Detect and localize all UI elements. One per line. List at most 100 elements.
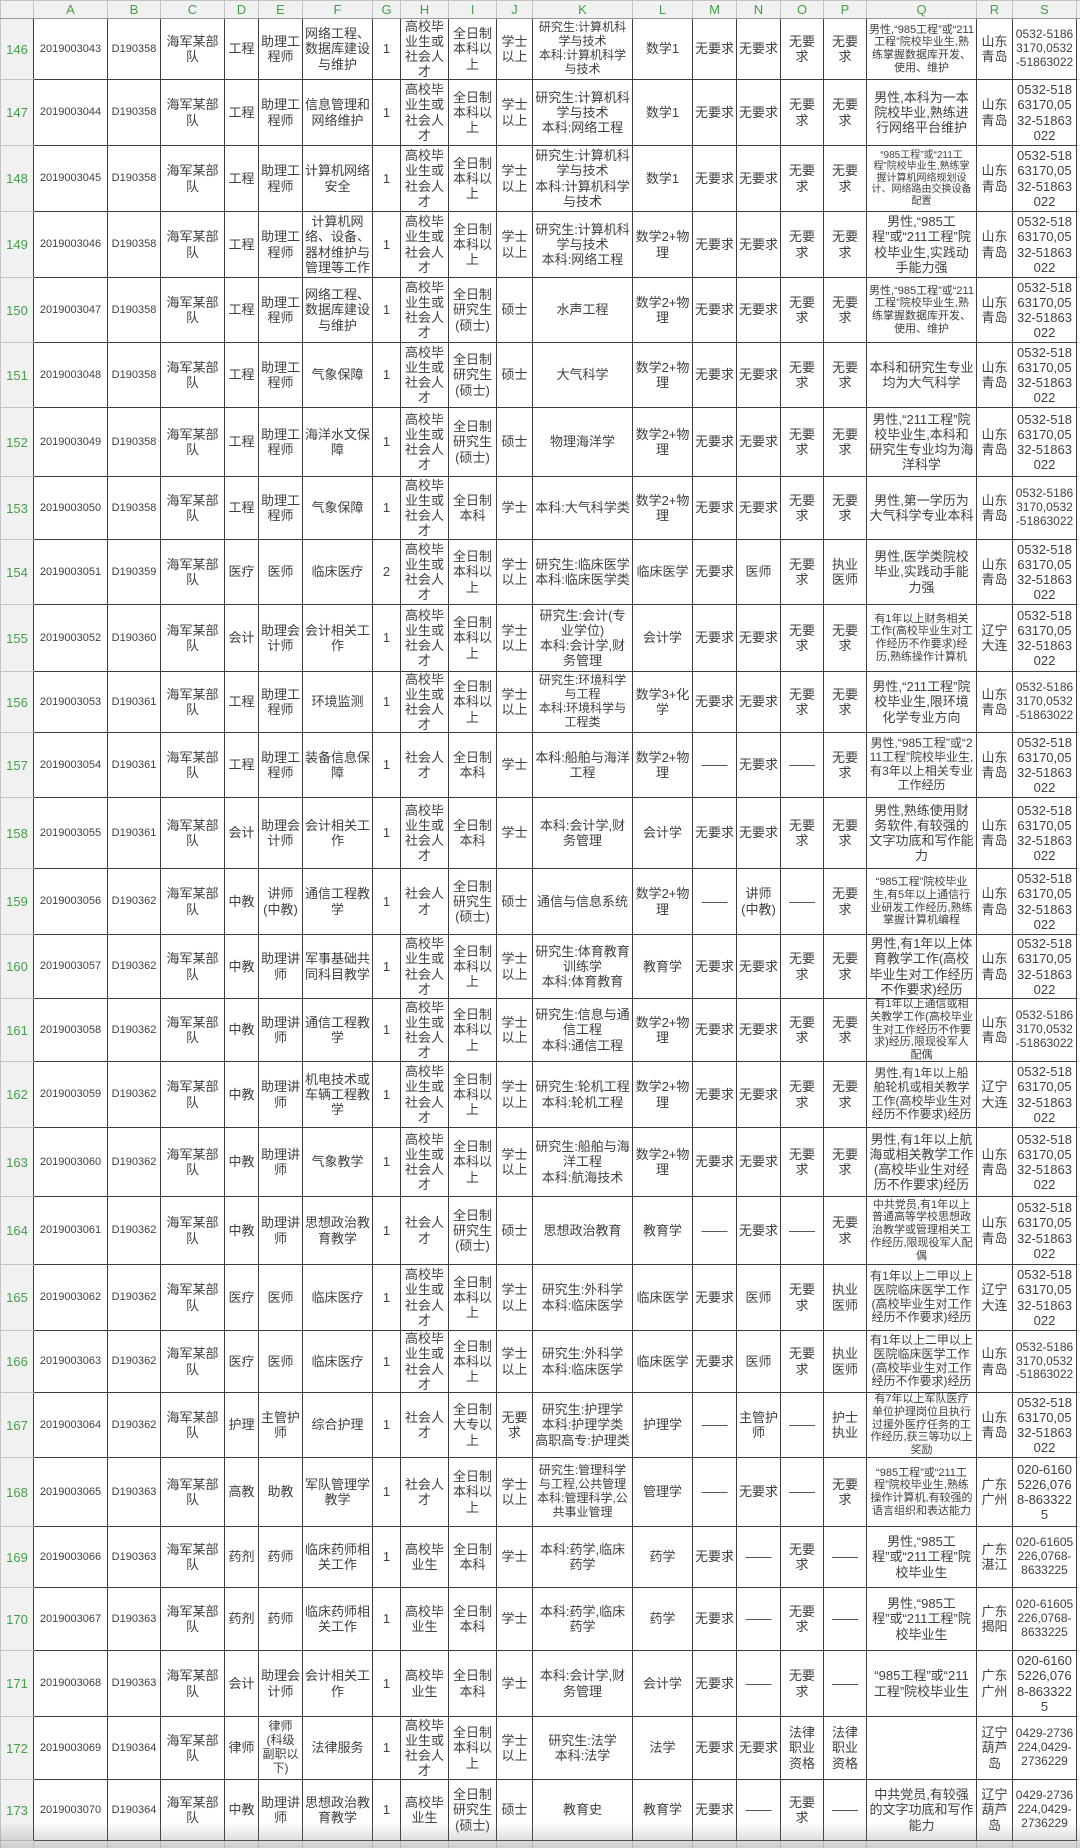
cell-O151[interactable]: 无要求 — [780, 342, 824, 408]
cell-P171[interactable]: —— — [823, 1650, 867, 1717]
cell-A146[interactable]: 2019003043 — [33, 18, 108, 80]
cell-I168[interactable]: 全日制本科以上 — [448, 1457, 497, 1527]
select-all-corner[interactable] — [0, 0, 34, 19]
cell-B168[interactable]: D190363 — [107, 1457, 161, 1527]
row-header-149[interactable]: 149 — [0, 211, 34, 278]
cell-E172[interactable]: 律师(科级副职以下) — [258, 1716, 303, 1780]
cell-R164[interactable]: 山东青岛 — [976, 1196, 1013, 1265]
cell-L171[interactable]: 会计学 — [632, 1650, 693, 1717]
cell-K163[interactable]: 研究生:船舶与海洋工程 本科:航海技术 — [532, 1127, 633, 1197]
cell-K173[interactable]: 教育史 — [532, 1779, 633, 1841]
cell-B159[interactable]: D190362 — [107, 868, 161, 935]
cell-C148[interactable]: 海军某部队 — [160, 145, 225, 212]
cell-L151[interactable]: 数学2+物理 — [632, 342, 693, 408]
row-header-173[interactable]: 173 — [0, 1779, 34, 1841]
cell-K169[interactable]: 本科:药学,临床药学 — [532, 1526, 633, 1588]
cell-N147[interactable]: 无要求 — [736, 79, 781, 146]
cell-S155[interactable]: 0532-51863170,0532-51863022 — [1012, 604, 1077, 672]
cell-I170[interactable]: 全日制本科 — [448, 1587, 497, 1651]
cell-L158[interactable]: 会计学 — [632, 797, 693, 869]
cell-N169[interactable]: —— — [736, 1526, 781, 1588]
cell-H158[interactable]: 高校毕业生或社会人才 — [400, 797, 449, 869]
cell-O162[interactable]: 无要求 — [780, 1061, 824, 1128]
cell-F158[interactable]: 会计相关工作 — [302, 797, 373, 869]
cell-F173[interactable]: 思想政治教育教学 — [302, 1779, 373, 1841]
cell-F168[interactable]: 军队管理学教学 — [302, 1457, 373, 1527]
cell-P152[interactable]: 无要求 — [823, 407, 867, 477]
cell-M172[interactable]: 无要求 — [692, 1716, 737, 1780]
cell-O148[interactable]: 无要求 — [780, 145, 824, 212]
cell-I151[interactable]: 全日制研究生(硕士) — [448, 342, 497, 408]
cell-B152[interactable]: D190358 — [107, 407, 161, 477]
cell-D154[interactable]: 医疗 — [224, 539, 259, 605]
cell-P156[interactable]: 无要求 — [823, 671, 867, 733]
cell-A151[interactable]: 2019003048 — [33, 342, 108, 408]
cell-J166[interactable]: 学士以上 — [496, 1330, 533, 1393]
cell-H148[interactable]: 高校毕业生或社会人才 — [400, 145, 449, 212]
cell-B158[interactable]: D190361 — [107, 797, 161, 869]
cell-N170[interactable]: —— — [736, 1587, 781, 1651]
cell-I166[interactable]: 全日制本科以上 — [448, 1330, 497, 1393]
cell-L165[interactable]: 临床医学 — [632, 1264, 693, 1331]
row-header-159[interactable]: 159 — [0, 868, 34, 935]
cell-B148[interactable]: D190358 — [107, 145, 161, 212]
cell-R154[interactable]: 山东青岛 — [976, 539, 1013, 605]
cell-D146[interactable]: 工程 — [224, 18, 259, 80]
cell-I160[interactable]: 全日制本科以上 — [448, 934, 497, 999]
cell-D172[interactable]: 律师 — [224, 1716, 259, 1780]
cell-D160[interactable]: 中教 — [224, 934, 259, 999]
cell-A156[interactable]: 2019003053 — [33, 671, 108, 733]
cell-O172[interactable]: 法律职业资格 — [780, 1716, 824, 1780]
cell-D162[interactable]: 中教 — [224, 1061, 259, 1128]
cell-Q167[interactable]: 有7年以上军队医疗单位护理岗位且执行过援外医疗任务的工作经历,获三等功以上奖励 — [866, 1392, 977, 1458]
cell-A150[interactable]: 2019003047 — [33, 277, 108, 343]
cell-G147[interactable]: 1 — [372, 79, 401, 146]
cell-K153[interactable]: 本科:大气科学类 — [532, 476, 633, 540]
cell-B167[interactable]: D190362 — [107, 1392, 161, 1458]
cell-G172[interactable]: 1 — [372, 1716, 401, 1780]
cell-G150[interactable]: 1 — [372, 277, 401, 343]
cell-I163[interactable]: 全日制本科以上 — [448, 1127, 497, 1197]
cell-M150[interactable]: 无要求 — [692, 277, 737, 343]
cell-G160[interactable]: 1 — [372, 934, 401, 999]
cell-I172[interactable]: 全日制本科以上 — [448, 1716, 497, 1780]
cell-A161[interactable]: 2019003058 — [33, 998, 108, 1062]
cell-A155[interactable]: 2019003052 — [33, 604, 108, 672]
cell-O150[interactable]: 无要求 — [780, 277, 824, 343]
cell-G168[interactable]: 1 — [372, 1457, 401, 1527]
cell-O163[interactable]: 无要求 — [780, 1127, 824, 1197]
cell-K157[interactable]: 本科:船舶与海洋工程 — [532, 732, 633, 798]
row-header-163[interactable]: 163 — [0, 1127, 34, 1197]
cell-P173[interactable]: —— — [823, 1779, 867, 1841]
row-header-155[interactable]: 155 — [0, 604, 34, 672]
cell-N160[interactable]: 无要求 — [736, 934, 781, 999]
cell-A153[interactable]: 2019003050 — [33, 476, 108, 540]
cell-S149[interactable]: 0532-51863170,0532-51863022 — [1012, 211, 1077, 278]
cell-L148[interactable]: 数学1 — [632, 145, 693, 212]
cell-L169[interactable]: 药学 — [632, 1526, 693, 1588]
cell-H146[interactable]: 高校毕业生或社会人才 — [400, 18, 449, 80]
cell-D148[interactable]: 工程 — [224, 145, 259, 212]
cell-D157[interactable]: 工程 — [224, 732, 259, 798]
cell-O156[interactable]: 无要求 — [780, 671, 824, 733]
cell-P153[interactable]: 无要求 — [823, 476, 867, 540]
cell-I173[interactable]: 全日制研究生(硕士) — [448, 1779, 497, 1841]
cell-L166[interactable]: 临床医学 — [632, 1330, 693, 1393]
cell-R158[interactable]: 山东青岛 — [976, 797, 1013, 869]
cell-H159[interactable]: 社会人才 — [400, 868, 449, 935]
cell-N153[interactable]: 无要求 — [736, 476, 781, 540]
cell-L149[interactable]: 数学2+物理 — [632, 211, 693, 278]
cell-L162[interactable]: 数学2+物理 — [632, 1061, 693, 1128]
cell-J158[interactable]: 学士 — [496, 797, 533, 869]
cell-F156[interactable]: 环境监测 — [302, 671, 373, 733]
cell-Q161[interactable]: 有1年以上通信或相关教学工作(高校毕业生对工作经历不作要求)经历,限现役军人配偶 — [866, 998, 977, 1062]
cell-S160[interactable]: 0532-51863170,0532-51863022 — [1012, 934, 1077, 999]
cell-E154[interactable]: 医师 — [258, 539, 303, 605]
cell-D151[interactable]: 工程 — [224, 342, 259, 408]
cell-N171[interactable]: —— — [736, 1650, 781, 1717]
cell-G166[interactable]: 1 — [372, 1330, 401, 1393]
cell-S156[interactable]: 0532-51863170,0532-51863022 — [1012, 671, 1077, 733]
cell-H169[interactable]: 高校毕业生 — [400, 1526, 449, 1588]
cell-F154[interactable]: 临床医疗 — [302, 539, 373, 605]
column-header-P[interactable]: P — [823, 0, 867, 19]
